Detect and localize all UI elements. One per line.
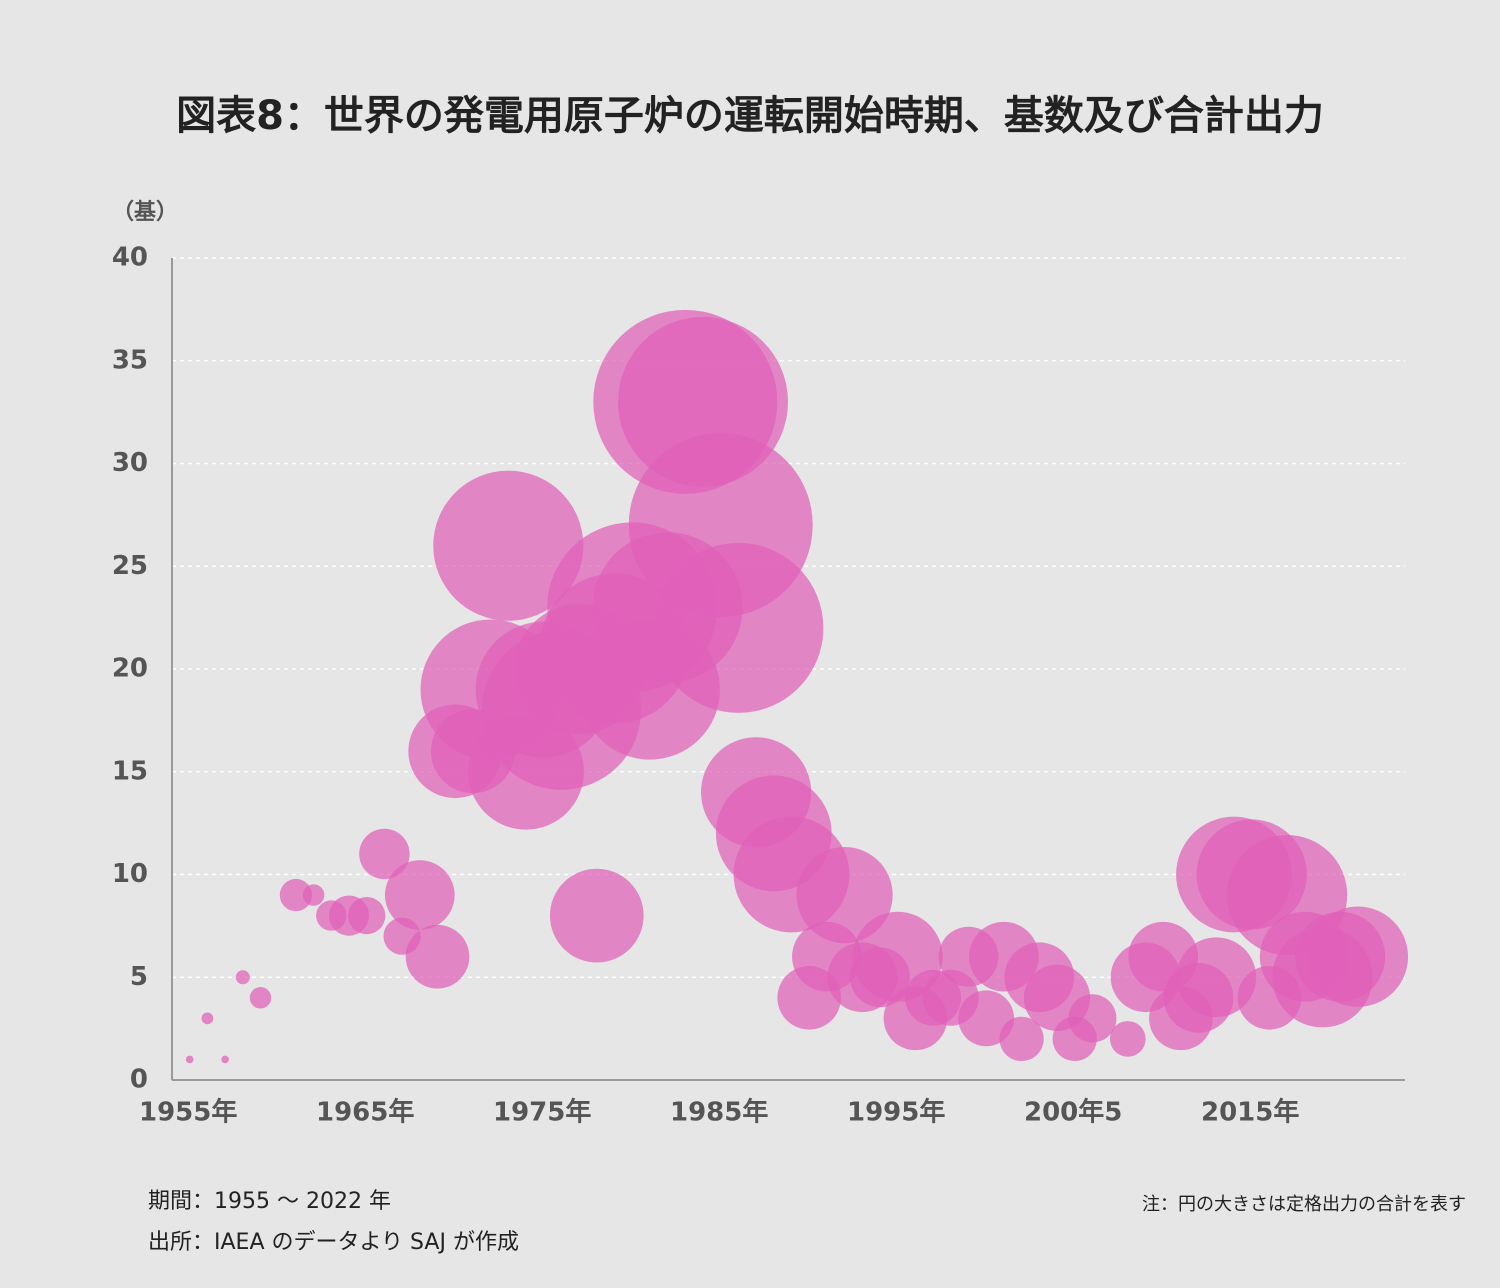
bubble <box>201 1012 214 1025</box>
x-tick-label: 1965年 <box>316 1097 414 1128</box>
bubbles <box>185 309 1409 1064</box>
chart-title: 図表8：世界の発電用原子炉の運転開始時期、基数及び合計出力 <box>176 93 1324 139</box>
bubble <box>999 1016 1044 1062</box>
source-note: 出所：IAEA のデータより SAJ が作成 <box>148 1230 519 1255</box>
y-tick-label: 20 <box>112 654 148 684</box>
y-tick-label: 15 <box>112 756 148 786</box>
bubble <box>549 868 644 963</box>
bubble <box>279 878 313 912</box>
x-tick-label: 1985年 <box>670 1097 768 1128</box>
bubble <box>1109 1021 1146 1057</box>
y-tick-label: 25 <box>112 551 148 581</box>
bubble <box>221 1055 229 1064</box>
bubble <box>384 860 455 930</box>
bubble <box>405 924 470 989</box>
size-note: 注：円の大きさは定格出力の合計を表す <box>1142 1194 1466 1215</box>
x-tick-label: 1975年 <box>493 1097 591 1128</box>
bubble <box>796 846 893 944</box>
y-tick-label: 30 <box>112 448 148 478</box>
x-tick-label: 1955年 <box>139 1097 237 1128</box>
y-tick-label: 35 <box>112 345 148 375</box>
bubble <box>1176 937 1257 1018</box>
bubble <box>958 990 1015 1047</box>
bubble <box>348 896 386 935</box>
bubble <box>1307 906 1409 1007</box>
bubble <box>653 542 824 713</box>
bubble <box>302 884 325 906</box>
period-note: 期間：1955 〜 2022 年 <box>148 1189 391 1214</box>
y-tick-label: 40 <box>112 243 148 273</box>
bubble <box>1068 994 1117 1043</box>
bubble <box>433 470 584 621</box>
y-tick-label: 10 <box>112 859 148 889</box>
x-tick-label: 1995年 <box>847 1097 945 1128</box>
axes: 0 5 10 15 20 25 30 35 40 1955年 1965年 1975年 1985年 1995… <box>112 243 1405 1128</box>
bubble <box>185 1055 194 1064</box>
x-tick-label: 2015年 <box>1201 1097 1299 1128</box>
y-tick-label: 0 <box>130 1065 148 1095</box>
x-tick-label: 200年5 <box>1024 1097 1122 1128</box>
bubble <box>359 828 410 880</box>
bubble <box>235 970 250 985</box>
bubble <box>249 987 272 1009</box>
y-axis-label: （基） <box>112 200 178 225</box>
y-tick-label: 5 <box>130 962 148 992</box>
